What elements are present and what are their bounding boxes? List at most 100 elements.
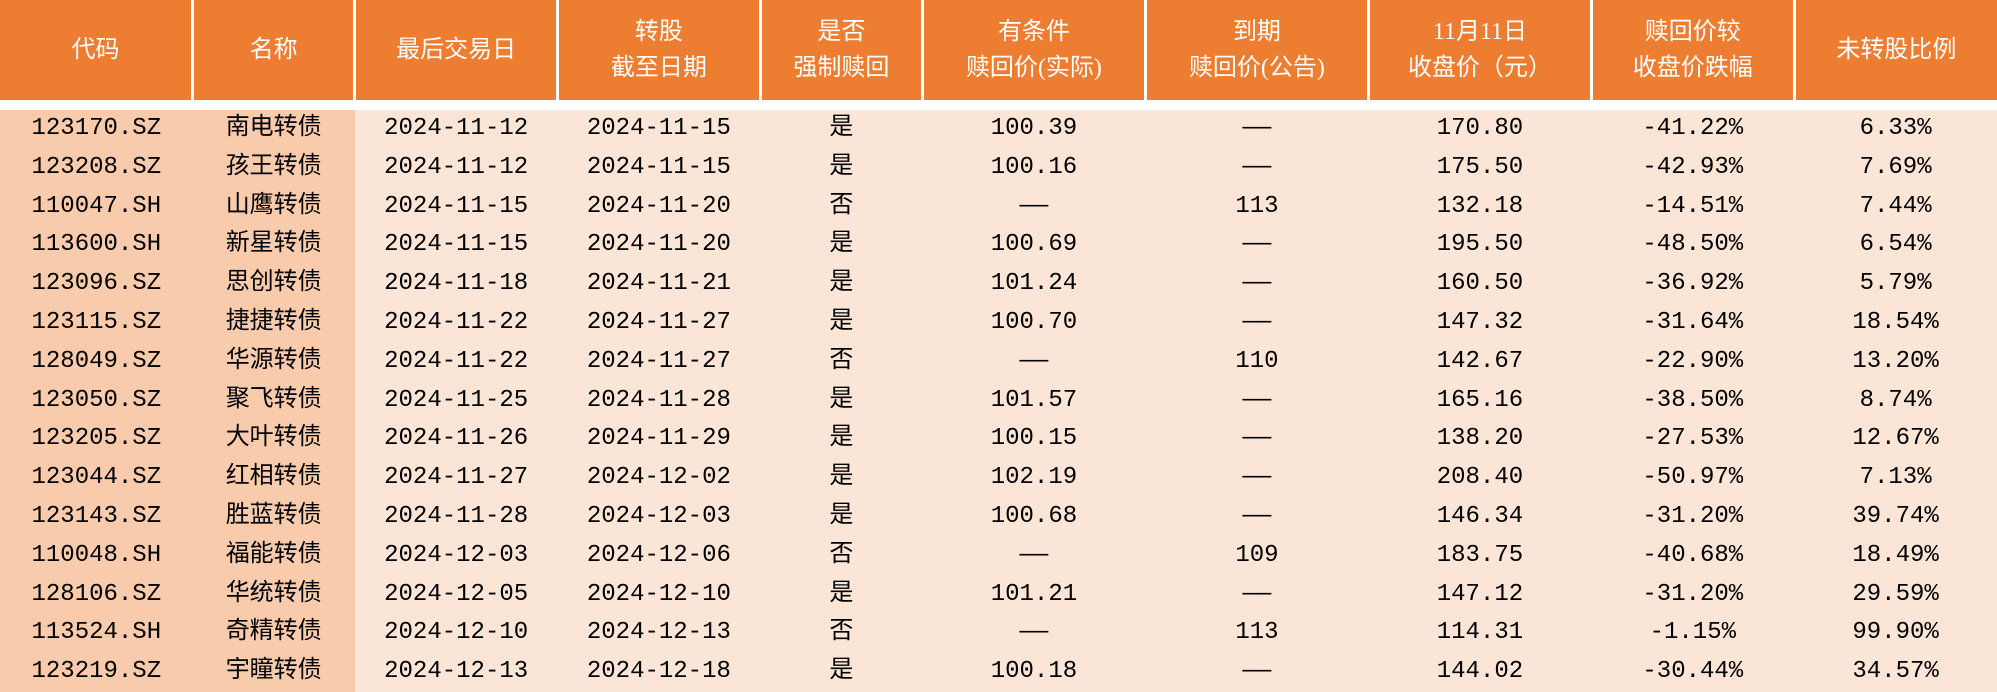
cell-drop_pct: -31.20% bbox=[1591, 576, 1794, 615]
col-header-text: 未转股比例 bbox=[1836, 37, 1956, 63]
cell-name: 宇瞳转债 bbox=[193, 653, 355, 692]
cell-drop_pct: -38.50% bbox=[1591, 382, 1794, 421]
cell-unconv_pct: 29.59% bbox=[1794, 576, 1997, 615]
cell-close_price: 114.31 bbox=[1368, 614, 1591, 653]
cell-drop_pct: -48.50% bbox=[1591, 226, 1794, 265]
cell-is_forced: 是 bbox=[760, 265, 922, 304]
cell-is_forced: 是 bbox=[760, 382, 922, 421]
cell-is_forced: 是 bbox=[760, 653, 922, 692]
cell-code: 123143.SZ bbox=[0, 498, 193, 537]
cell-cond_price: —— bbox=[922, 614, 1145, 653]
cell-mature_price: —— bbox=[1145, 498, 1368, 537]
cell-drop_pct: -30.44% bbox=[1591, 653, 1794, 692]
cell-unconv_pct: 12.67% bbox=[1794, 420, 1997, 459]
col-header-text: 截至日期 bbox=[611, 55, 707, 81]
cell-code: 113600.SH bbox=[0, 226, 193, 265]
cell-cond_price: 101.57 bbox=[922, 382, 1145, 421]
cell-cond_price: 100.69 bbox=[922, 226, 1145, 265]
cell-cond_price: 100.16 bbox=[922, 149, 1145, 188]
cell-name: 山鹰转债 bbox=[193, 188, 355, 227]
table-row: 110048.SH福能转债2024-12-032024-12-06否——1091… bbox=[0, 537, 1997, 576]
col-header-text: 收盘价跌幅 bbox=[1633, 55, 1753, 81]
table-body: 123170.SZ南电转债2024-11-122024-11-15是100.39… bbox=[0, 100, 1997, 692]
cell-unconv_pct: 6.54% bbox=[1794, 226, 1997, 265]
table-row: 123170.SZ南电转债2024-11-122024-11-15是100.39… bbox=[0, 110, 1997, 149]
cell-close_price: 147.32 bbox=[1368, 304, 1591, 343]
cell-code: 123044.SZ bbox=[0, 459, 193, 498]
cell-is_forced: 是 bbox=[760, 420, 922, 459]
cell-conv_end: 2024-12-06 bbox=[558, 537, 761, 576]
cell-cond_price: 101.21 bbox=[922, 576, 1145, 615]
cell-close_price: 208.40 bbox=[1368, 459, 1591, 498]
cell-close_price: 146.34 bbox=[1368, 498, 1591, 537]
cell-conv_end: 2024-11-21 bbox=[558, 265, 761, 304]
cell-is_forced: 是 bbox=[760, 110, 922, 149]
cell-drop_pct: -40.68% bbox=[1591, 537, 1794, 576]
cell-code: 123115.SZ bbox=[0, 304, 193, 343]
cell-conv_end: 2024-11-15 bbox=[558, 149, 761, 188]
cell-cond_price: 100.15 bbox=[922, 420, 1145, 459]
cell-drop_pct: -31.20% bbox=[1591, 498, 1794, 537]
cell-close_price: 165.16 bbox=[1368, 382, 1591, 421]
cell-mature_price: —— bbox=[1145, 110, 1368, 149]
cell-code: 123205.SZ bbox=[0, 420, 193, 459]
cell-mature_price: —— bbox=[1145, 149, 1368, 188]
table-row: 123050.SZ聚飞转债2024-11-252024-11-28是101.57… bbox=[0, 382, 1997, 421]
col-header-close_price: 11月11日收盘价（元） bbox=[1368, 0, 1591, 100]
col-header-text: 赎回价(实际) bbox=[966, 55, 1102, 81]
cell-name: 聚飞转债 bbox=[193, 382, 355, 421]
cell-close_price: 160.50 bbox=[1368, 265, 1591, 304]
cell-close_price: 147.12 bbox=[1368, 576, 1591, 615]
cell-last_trade: 2024-11-22 bbox=[355, 304, 558, 343]
col-header-text: 11月11日 bbox=[1433, 19, 1527, 45]
col-header-cond_price: 有条件赎回价(实际) bbox=[922, 0, 1145, 100]
cell-code: 110048.SH bbox=[0, 537, 193, 576]
cell-mature_price: 109 bbox=[1145, 537, 1368, 576]
cell-last_trade: 2024-12-10 bbox=[355, 614, 558, 653]
cell-mature_price: —— bbox=[1145, 265, 1368, 304]
col-header-text: 最后交易日 bbox=[396, 37, 516, 63]
cell-is_forced: 否 bbox=[760, 614, 922, 653]
cell-drop_pct: -31.64% bbox=[1591, 304, 1794, 343]
col-header-text: 赎回价较 bbox=[1645, 19, 1741, 45]
cell-unconv_pct: 6.33% bbox=[1794, 110, 1997, 149]
table-row: 123044.SZ红相转债2024-11-272024-12-02是102.19… bbox=[0, 459, 1997, 498]
cell-cond_price: —— bbox=[922, 343, 1145, 382]
col-header-is_forced: 是否强制赎回 bbox=[760, 0, 922, 100]
cell-conv_end: 2024-11-20 bbox=[558, 226, 761, 265]
cell-name: 华统转债 bbox=[193, 576, 355, 615]
cell-conv_end: 2024-12-13 bbox=[558, 614, 761, 653]
cell-close_price: 170.80 bbox=[1368, 110, 1591, 149]
cell-mature_price: —— bbox=[1145, 420, 1368, 459]
cell-unconv_pct: 5.79% bbox=[1794, 265, 1997, 304]
cell-unconv_pct: 7.13% bbox=[1794, 459, 1997, 498]
cell-last_trade: 2024-12-05 bbox=[355, 576, 558, 615]
cell-name: 大叶转债 bbox=[193, 420, 355, 459]
cell-last_trade: 2024-12-03 bbox=[355, 537, 558, 576]
cell-close_price: 138.20 bbox=[1368, 420, 1591, 459]
table-row: 123205.SZ大叶转债2024-11-262024-11-29是100.15… bbox=[0, 420, 1997, 459]
col-header-text: 转股 bbox=[635, 19, 683, 45]
cell-last_trade: 2024-11-26 bbox=[355, 420, 558, 459]
cell-code: 113524.SH bbox=[0, 614, 193, 653]
cell-code: 123219.SZ bbox=[0, 653, 193, 692]
cell-close_price: 132.18 bbox=[1368, 188, 1591, 227]
col-header-text: 有条件 bbox=[998, 19, 1070, 45]
cell-conv_end: 2024-12-03 bbox=[558, 498, 761, 537]
cell-close_price: 183.75 bbox=[1368, 537, 1591, 576]
cell-is_forced: 否 bbox=[760, 188, 922, 227]
table-row: 123143.SZ胜蓝转债2024-11-282024-12-03是100.68… bbox=[0, 498, 1997, 537]
cell-unconv_pct: 18.54% bbox=[1794, 304, 1997, 343]
col-header-text: 强制赎回 bbox=[793, 55, 889, 81]
table-row: 128106.SZ华统转债2024-12-052024-12-10是101.21… bbox=[0, 576, 1997, 615]
cell-unconv_pct: 34.57% bbox=[1794, 653, 1997, 692]
cell-cond_price: —— bbox=[922, 537, 1145, 576]
table-row: 128049.SZ华源转债2024-11-222024-11-27否——1101… bbox=[0, 343, 1997, 382]
col-header-text: 名称 bbox=[250, 37, 298, 63]
cell-name: 胜蓝转债 bbox=[193, 498, 355, 537]
cell-is_forced: 是 bbox=[760, 498, 922, 537]
cell-name: 新星转债 bbox=[193, 226, 355, 265]
cell-cond_price: —— bbox=[922, 188, 1145, 227]
cell-last_trade: 2024-11-27 bbox=[355, 459, 558, 498]
cell-drop_pct: -27.53% bbox=[1591, 420, 1794, 459]
